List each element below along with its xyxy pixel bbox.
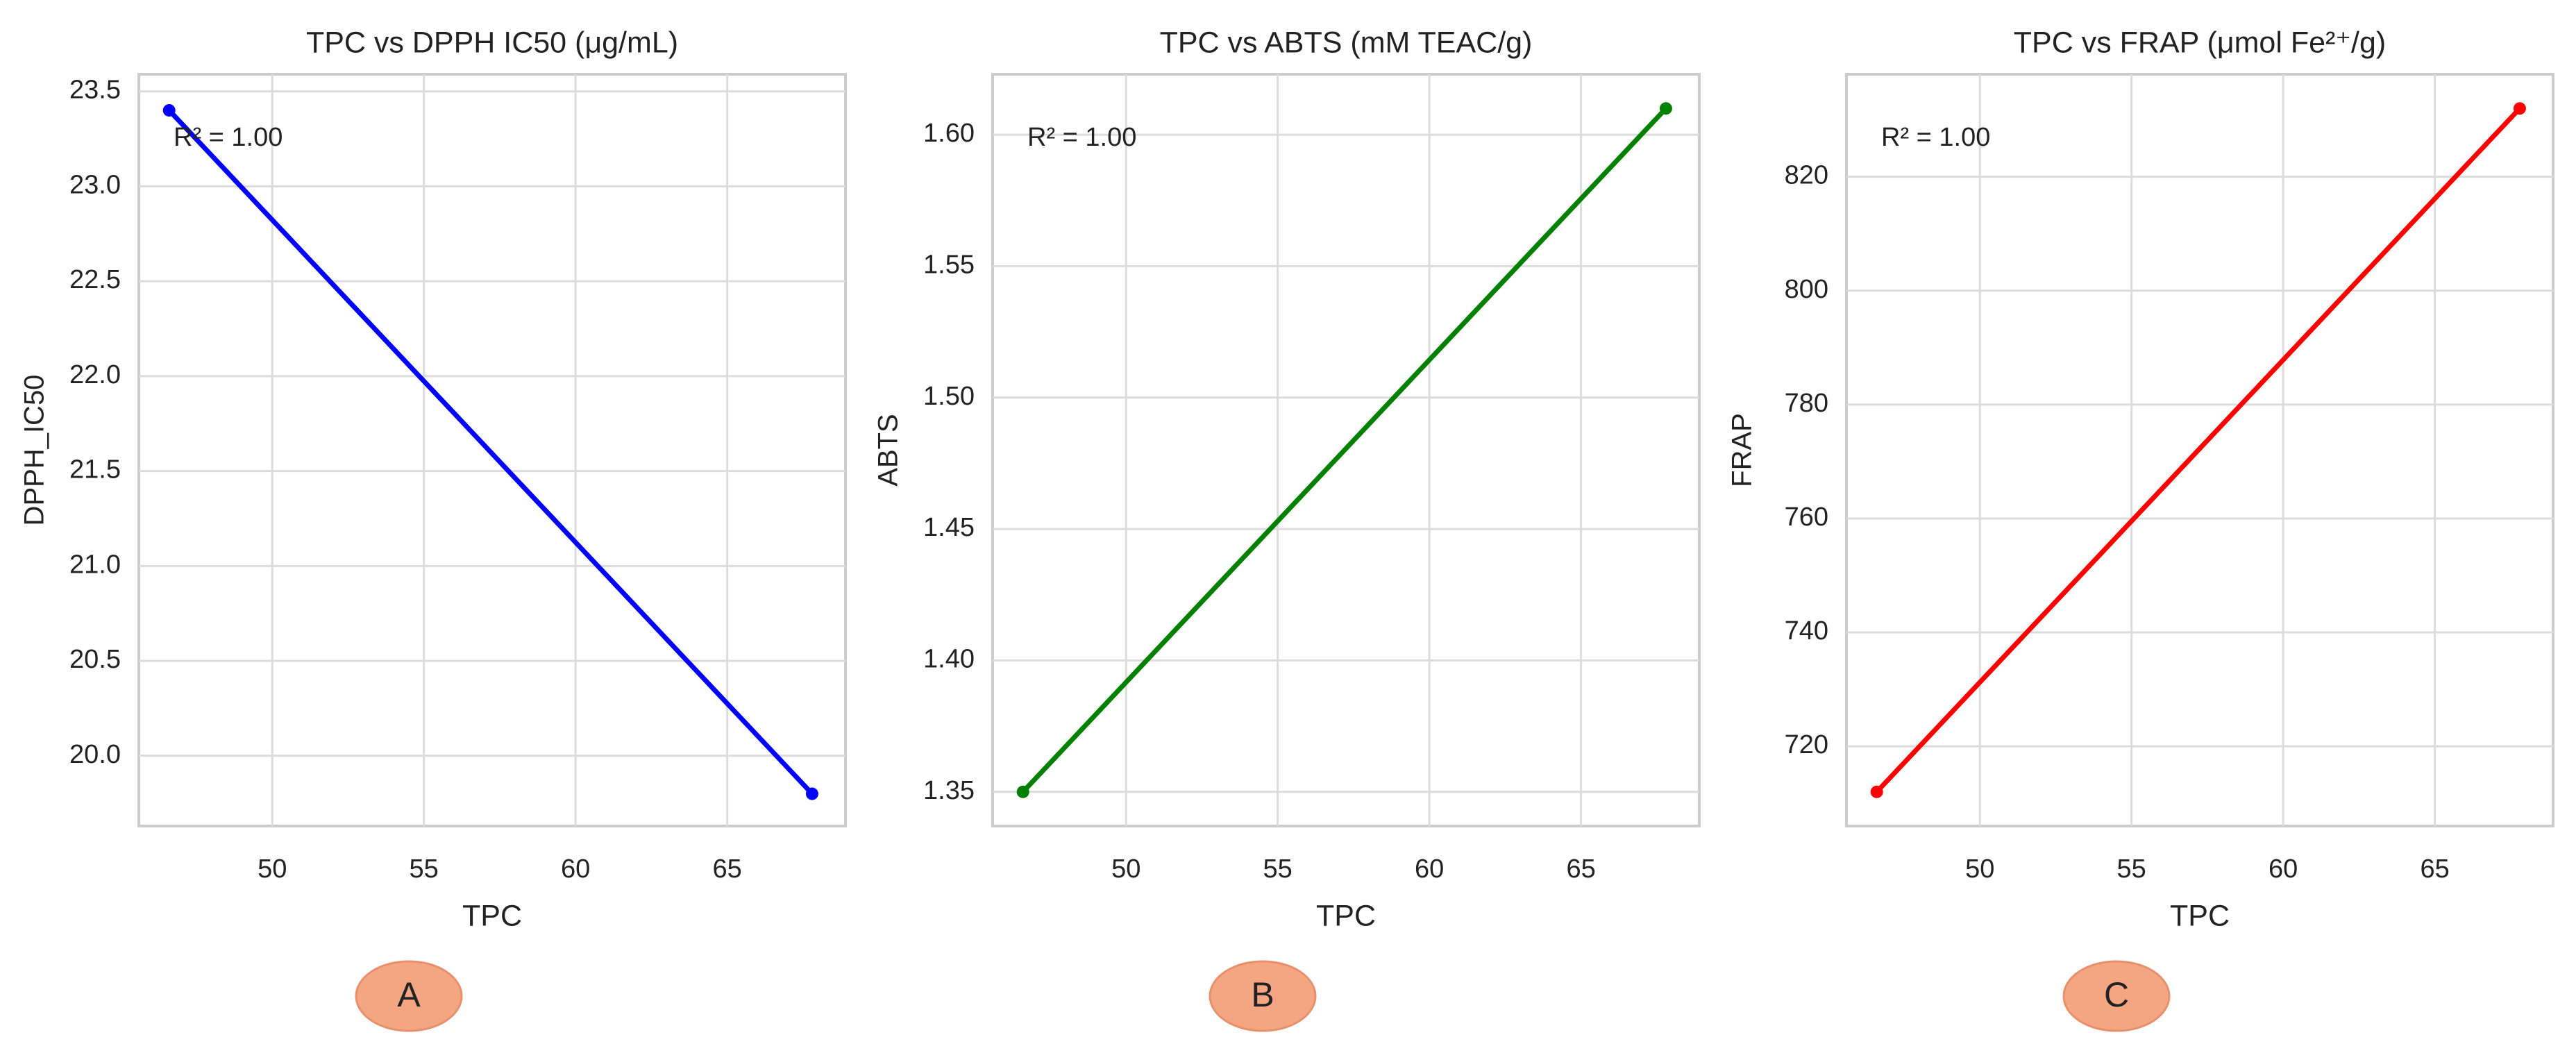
data-point bbox=[1870, 785, 1883, 798]
chart-title: TPC vs ABTS (mM TEAC/g) bbox=[1160, 26, 1533, 59]
y-tick-label: 800 bbox=[1785, 275, 1828, 304]
x-tick-label: 60 bbox=[1415, 854, 1444, 884]
x-tick-label: 65 bbox=[1566, 854, 1595, 884]
panel-label: B bbox=[1251, 975, 1274, 1014]
y-axis-label: DPPH_IC50 bbox=[19, 375, 50, 526]
annotation: R² = 1.00 bbox=[174, 123, 283, 152]
x-tick-label: 65 bbox=[2420, 854, 2449, 884]
x-axis-label: TPC bbox=[462, 899, 522, 932]
panel-badge bbox=[355, 960, 463, 1032]
y-tick-label: 22.5 bbox=[69, 265, 121, 294]
x-tick-label: 50 bbox=[1111, 854, 1140, 884]
y-axis-label: FRAP bbox=[1727, 413, 1758, 487]
fit-line bbox=[167, 108, 814, 795]
chart-title: TPC vs FRAP (μmol Fe²⁺/g) bbox=[2014, 26, 2386, 59]
x-tick-label: 65 bbox=[712, 854, 741, 884]
x-tick-label: 50 bbox=[258, 854, 287, 884]
y-tick-label: 820 bbox=[1785, 161, 1828, 190]
x-axis-label: TPC bbox=[1316, 899, 1376, 932]
panel-label: C bbox=[2104, 975, 2129, 1014]
data-point bbox=[805, 787, 818, 800]
y-tick-label: 23.0 bbox=[69, 170, 121, 199]
data-point bbox=[1659, 102, 1672, 115]
y-tick-label: 1.50 bbox=[923, 382, 975, 411]
data-point bbox=[2513, 102, 2526, 115]
panel-label: A bbox=[397, 975, 421, 1014]
y-tick-label: 21.0 bbox=[69, 550, 121, 579]
x-tick-label: 60 bbox=[2268, 854, 2298, 884]
annotation: R² = 1.00 bbox=[1881, 123, 1990, 152]
x-tick-label: 60 bbox=[561, 854, 590, 884]
y-tick-label: 20.0 bbox=[69, 740, 121, 769]
y-axis-label: ABTS bbox=[873, 414, 904, 486]
y-tick-label: 740 bbox=[1785, 616, 1828, 646]
y-tick-label: 21.5 bbox=[69, 455, 121, 485]
y-tick-label: 22.0 bbox=[69, 360, 121, 389]
y-tick-label: 780 bbox=[1785, 389, 1828, 418]
y-tick-label: 23.5 bbox=[69, 76, 121, 105]
panel-badge bbox=[2062, 960, 2171, 1032]
y-tick-label: 720 bbox=[1785, 730, 1828, 759]
y-tick-label: 1.35 bbox=[923, 776, 975, 805]
y-tick-label: 1.45 bbox=[923, 513, 975, 542]
data-point bbox=[162, 103, 176, 117]
x-tick-label: 55 bbox=[2117, 854, 2146, 884]
fit-line bbox=[1021, 106, 1668, 794]
x-axis-label: TPC bbox=[2170, 899, 2230, 932]
panel-badge bbox=[1209, 960, 1317, 1032]
data-point bbox=[1016, 785, 1029, 798]
annotation: R² = 1.00 bbox=[1027, 123, 1136, 152]
chart-title: TPC vs DPPH IC50 (μg/mL) bbox=[306, 26, 678, 59]
y-tick-label: 1.55 bbox=[923, 250, 975, 279]
y-tick-label: 1.60 bbox=[923, 119, 975, 148]
x-tick-label: 55 bbox=[1263, 854, 1293, 884]
x-tick-label: 50 bbox=[1965, 854, 1994, 884]
y-tick-label: 1.40 bbox=[923, 644, 975, 673]
x-tick-label: 55 bbox=[410, 854, 439, 884]
y-tick-label: 760 bbox=[1785, 503, 1828, 532]
y-tick-label: 20.5 bbox=[69, 645, 121, 674]
fit-line bbox=[1875, 106, 2522, 794]
